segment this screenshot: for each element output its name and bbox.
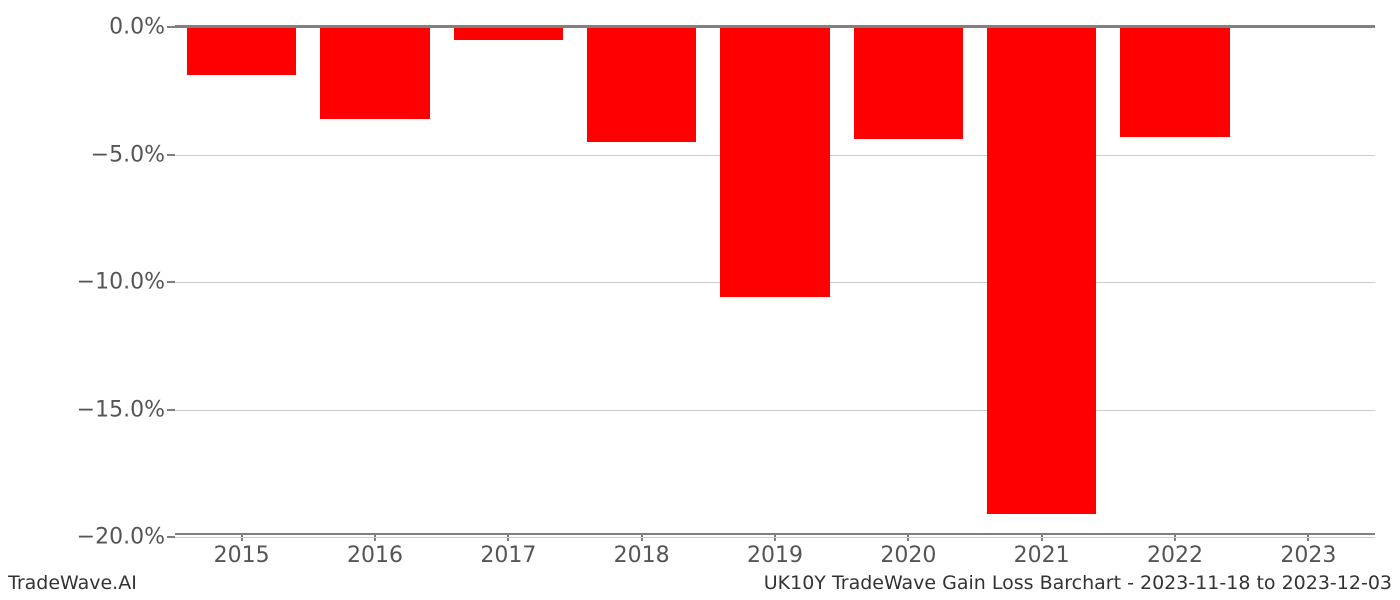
ytick-label: −15.0%	[77, 397, 165, 422]
chart-figure: 0.0% −5.0% −10.0% −15.0% −20.0% 2015 2016 2017 2…	[0, 0, 1400, 600]
xtick-label: 2017	[480, 543, 536, 568]
plot-area: 0.0%−5.0%−10.0%−15.0%−20.0%2015201620172…	[175, 25, 1375, 535]
xtick-label: 2015	[214, 543, 270, 568]
xtick-label: 2023	[1280, 543, 1336, 568]
bar	[187, 27, 296, 75]
ytick-mark	[167, 154, 175, 156]
xtick-label: 2018	[614, 543, 670, 568]
xtick-label: 2019	[747, 543, 803, 568]
xtick-label: 2016	[347, 543, 403, 568]
ytick-mark	[167, 536, 175, 538]
ytick-label: −20.0%	[77, 525, 165, 550]
xtick-label: 2020	[880, 543, 936, 568]
bar	[854, 27, 963, 139]
xtick-label: 2021	[1014, 543, 1070, 568]
ytick-label: 0.0%	[109, 15, 165, 40]
ytick-mark	[167, 409, 175, 411]
bar	[720, 27, 829, 297]
bar	[587, 27, 696, 142]
gridline	[175, 410, 1375, 411]
ytick-label: −10.0%	[77, 270, 165, 295]
footer-right-label: UK10Y TradeWave Gain Loss Barchart - 202…	[764, 572, 1392, 594]
ytick-mark	[167, 26, 175, 28]
bar	[320, 27, 429, 119]
ytick-mark	[167, 281, 175, 283]
bar	[1120, 27, 1229, 137]
xtick-label: 2022	[1147, 543, 1203, 568]
footer-left-label: TradeWave.AI	[8, 572, 137, 594]
zero-line	[175, 26, 1375, 28]
bar	[454, 27, 563, 40]
gridline	[175, 537, 1375, 538]
ytick-label: −5.0%	[91, 142, 165, 167]
bar	[987, 27, 1096, 514]
